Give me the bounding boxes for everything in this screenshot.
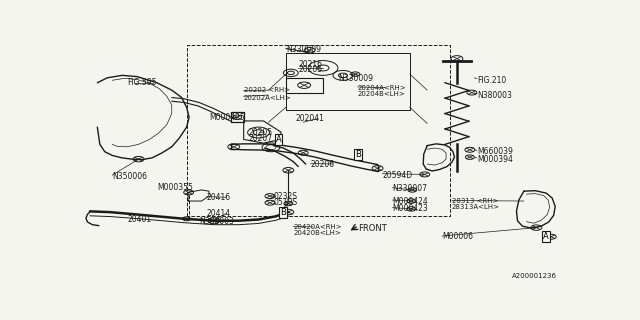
Text: 20202A<LH>: 20202A<LH>: [244, 94, 291, 100]
Text: N330009: N330009: [286, 45, 321, 54]
Text: 20420B<LH>: 20420B<LH>: [293, 230, 341, 236]
Text: B: B: [280, 208, 286, 217]
Text: M660039: M660039: [477, 147, 513, 156]
Text: 20594D: 20594D: [383, 171, 413, 180]
Text: 28313 <RH>: 28313 <RH>: [452, 198, 499, 204]
Text: 20414: 20414: [207, 209, 230, 218]
Text: 202041: 202041: [296, 114, 324, 123]
Text: 20401: 20401: [127, 215, 151, 224]
Text: FIG.595: FIG.595: [127, 78, 157, 87]
Text: N380003: N380003: [199, 218, 234, 227]
Text: N380003: N380003: [477, 91, 511, 100]
Text: M00006: M00006: [442, 232, 473, 241]
Text: M000423: M000423: [392, 204, 428, 213]
Text: 20202 <RH>: 20202 <RH>: [244, 87, 290, 93]
Text: M000424: M000424: [392, 196, 428, 205]
Text: 20205: 20205: [249, 128, 273, 137]
Text: B: B: [355, 150, 361, 159]
Text: M000355: M000355: [157, 183, 193, 192]
Text: A200001236: A200001236: [511, 273, 557, 279]
Text: 28313A<LH>: 28313A<LH>: [452, 204, 500, 210]
Text: 0510S: 0510S: [273, 198, 298, 207]
Text: M000425: M000425: [209, 113, 244, 122]
Text: A: A: [543, 232, 549, 241]
Text: 20416: 20416: [207, 193, 230, 202]
Text: 20206: 20206: [310, 160, 335, 169]
Text: FRONT: FRONT: [358, 224, 387, 233]
Text: N330007: N330007: [392, 184, 428, 193]
Text: 20204A<RH>: 20204A<RH>: [358, 85, 406, 91]
Text: 20420A<RH>: 20420A<RH>: [293, 224, 342, 230]
Text: 20205: 20205: [298, 65, 323, 75]
Text: N350006: N350006: [112, 172, 147, 181]
Text: FIG.210: FIG.210: [477, 76, 506, 85]
Text: A: A: [276, 135, 281, 144]
Text: 20207: 20207: [249, 134, 273, 143]
Text: 0232S: 0232S: [273, 192, 298, 201]
Text: 20204B<LH>: 20204B<LH>: [358, 91, 406, 97]
Text: M000394: M000394: [477, 155, 513, 164]
Text: N330009: N330009: [338, 74, 373, 83]
Text: 20216: 20216: [298, 60, 323, 69]
